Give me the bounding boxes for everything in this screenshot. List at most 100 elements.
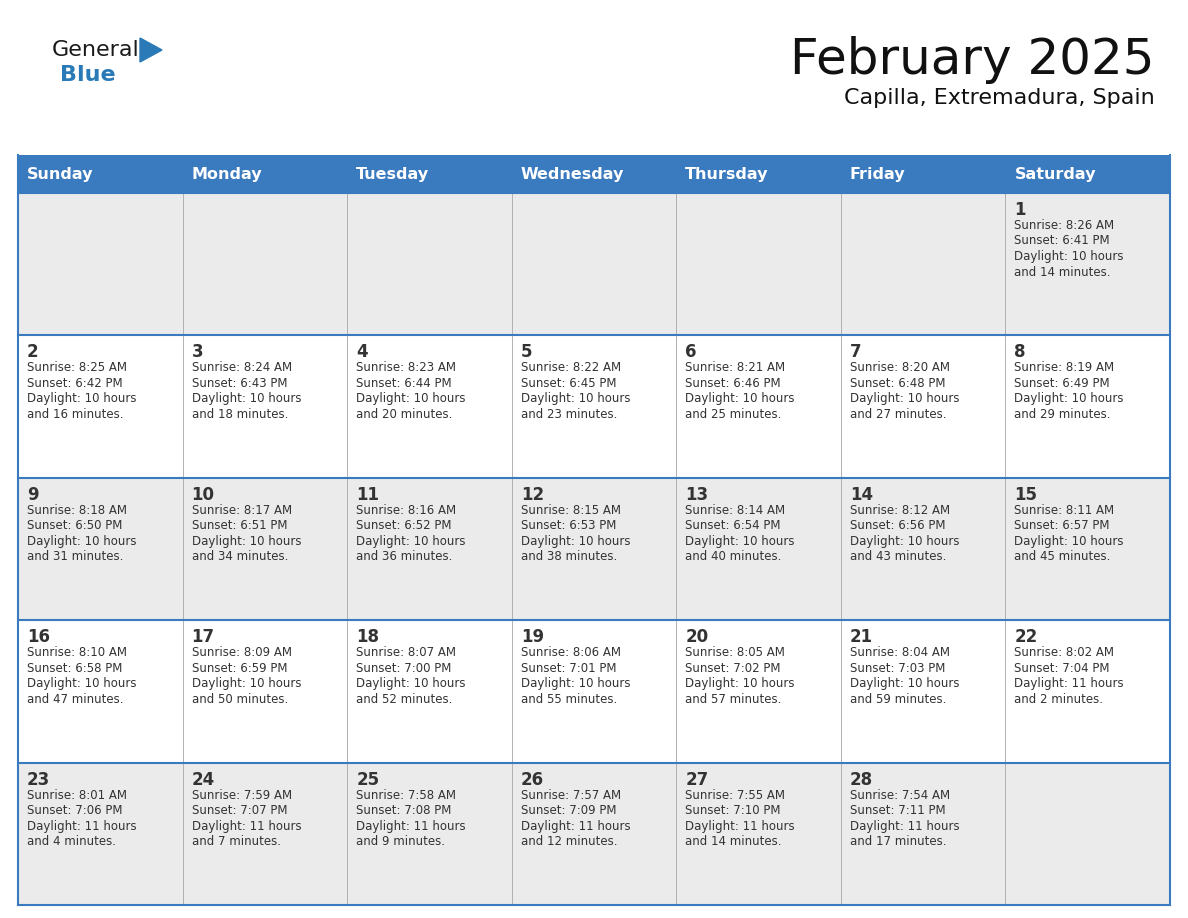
Text: and 2 minutes.: and 2 minutes.: [1015, 693, 1104, 706]
Text: Sunrise: 7:54 AM: Sunrise: 7:54 AM: [849, 789, 950, 801]
Text: Sunrise: 8:06 AM: Sunrise: 8:06 AM: [520, 646, 620, 659]
Bar: [183, 155, 347, 193]
Text: and 7 minutes.: and 7 minutes.: [191, 835, 280, 848]
Text: Daylight: 10 hours: Daylight: 10 hours: [520, 392, 630, 406]
Text: Daylight: 11 hours: Daylight: 11 hours: [27, 820, 137, 833]
Text: Monday: Monday: [191, 166, 263, 182]
Text: Daylight: 10 hours: Daylight: 10 hours: [849, 535, 960, 548]
Text: Daylight: 10 hours: Daylight: 10 hours: [685, 535, 795, 548]
Text: Daylight: 10 hours: Daylight: 10 hours: [520, 677, 630, 690]
Text: Sunset: 7:10 PM: Sunset: 7:10 PM: [685, 804, 781, 817]
Text: and 52 minutes.: and 52 minutes.: [356, 693, 453, 706]
Text: Sunset: 7:02 PM: Sunset: 7:02 PM: [685, 662, 781, 675]
Text: Sunset: 7:03 PM: Sunset: 7:03 PM: [849, 662, 946, 675]
Text: Sunset: 6:57 PM: Sunset: 6:57 PM: [1015, 520, 1110, 532]
Text: 15: 15: [1015, 486, 1037, 504]
Text: 2: 2: [27, 343, 39, 362]
Text: and 34 minutes.: and 34 minutes.: [191, 550, 287, 564]
Text: Sunrise: 8:10 AM: Sunrise: 8:10 AM: [27, 646, 127, 659]
Text: Sunset: 6:52 PM: Sunset: 6:52 PM: [356, 520, 451, 532]
Text: 22: 22: [1015, 628, 1037, 646]
Text: 17: 17: [191, 628, 215, 646]
Text: Capilla, Extremadura, Spain: Capilla, Extremadura, Spain: [845, 88, 1155, 108]
Text: Sunrise: 7:55 AM: Sunrise: 7:55 AM: [685, 789, 785, 801]
Text: 26: 26: [520, 770, 544, 789]
Text: Sunrise: 8:21 AM: Sunrise: 8:21 AM: [685, 362, 785, 375]
Text: Daylight: 10 hours: Daylight: 10 hours: [356, 392, 466, 406]
Text: 3: 3: [191, 343, 203, 362]
Text: Sunset: 6:51 PM: Sunset: 6:51 PM: [191, 520, 287, 532]
Text: 8: 8: [1015, 343, 1026, 362]
Text: Sunrise: 8:17 AM: Sunrise: 8:17 AM: [191, 504, 292, 517]
Text: Sunset: 7:00 PM: Sunset: 7:00 PM: [356, 662, 451, 675]
Text: Sunset: 6:44 PM: Sunset: 6:44 PM: [356, 377, 451, 390]
Text: Thursday: Thursday: [685, 166, 769, 182]
Bar: [512, 155, 676, 193]
Bar: [18, 193, 1170, 335]
Text: and 43 minutes.: and 43 minutes.: [849, 550, 946, 564]
Text: and 4 minutes.: and 4 minutes.: [27, 835, 116, 848]
Text: Sunrise: 8:04 AM: Sunrise: 8:04 AM: [849, 646, 950, 659]
Text: Sunset: 7:09 PM: Sunset: 7:09 PM: [520, 804, 617, 817]
Text: and 9 minutes.: and 9 minutes.: [356, 835, 446, 848]
Bar: [347, 155, 512, 193]
Text: 28: 28: [849, 770, 873, 789]
Text: Sunrise: 8:18 AM: Sunrise: 8:18 AM: [27, 504, 127, 517]
Bar: [18, 155, 183, 193]
Text: Friday: Friday: [849, 166, 905, 182]
Text: Sunrise: 8:19 AM: Sunrise: 8:19 AM: [1015, 362, 1114, 375]
Text: and 57 minutes.: and 57 minutes.: [685, 693, 782, 706]
Text: 9: 9: [27, 486, 39, 504]
Text: Daylight: 10 hours: Daylight: 10 hours: [27, 392, 137, 406]
Text: Sunrise: 8:05 AM: Sunrise: 8:05 AM: [685, 646, 785, 659]
Text: Daylight: 10 hours: Daylight: 10 hours: [191, 535, 301, 548]
Text: Sunrise: 8:20 AM: Sunrise: 8:20 AM: [849, 362, 950, 375]
Text: Daylight: 10 hours: Daylight: 10 hours: [1015, 535, 1124, 548]
Text: Daylight: 11 hours: Daylight: 11 hours: [1015, 677, 1124, 690]
Text: Sunset: 7:04 PM: Sunset: 7:04 PM: [1015, 662, 1110, 675]
Text: 27: 27: [685, 770, 708, 789]
Text: Sunset: 7:06 PM: Sunset: 7:06 PM: [27, 804, 122, 817]
Text: 24: 24: [191, 770, 215, 789]
Text: Daylight: 10 hours: Daylight: 10 hours: [356, 677, 466, 690]
Text: 19: 19: [520, 628, 544, 646]
Text: Daylight: 10 hours: Daylight: 10 hours: [849, 677, 960, 690]
Bar: [1005, 155, 1170, 193]
Text: February 2025: February 2025: [790, 36, 1155, 84]
Text: Blue: Blue: [61, 65, 115, 85]
Text: and 23 minutes.: and 23 minutes.: [520, 408, 617, 420]
Text: Sunrise: 8:26 AM: Sunrise: 8:26 AM: [1015, 219, 1114, 232]
Bar: [841, 155, 1005, 193]
Text: and 27 minutes.: and 27 minutes.: [849, 408, 947, 420]
Text: and 45 minutes.: and 45 minutes.: [1015, 550, 1111, 564]
Text: Sunrise: 7:59 AM: Sunrise: 7:59 AM: [191, 789, 292, 801]
Text: Daylight: 10 hours: Daylight: 10 hours: [849, 392, 960, 406]
Text: Daylight: 11 hours: Daylight: 11 hours: [849, 820, 960, 833]
Text: and 14 minutes.: and 14 minutes.: [1015, 265, 1111, 278]
Text: 14: 14: [849, 486, 873, 504]
Text: and 17 minutes.: and 17 minutes.: [849, 835, 947, 848]
Bar: [18, 335, 1170, 477]
Text: Sunset: 6:43 PM: Sunset: 6:43 PM: [191, 377, 287, 390]
Text: 21: 21: [849, 628, 873, 646]
Text: Daylight: 11 hours: Daylight: 11 hours: [191, 820, 302, 833]
Text: Sunset: 6:53 PM: Sunset: 6:53 PM: [520, 520, 617, 532]
Text: Sunset: 6:49 PM: Sunset: 6:49 PM: [1015, 377, 1110, 390]
Text: Sunrise: 8:23 AM: Sunrise: 8:23 AM: [356, 362, 456, 375]
Text: 23: 23: [27, 770, 50, 789]
Text: Sunset: 6:58 PM: Sunset: 6:58 PM: [27, 662, 122, 675]
Text: 4: 4: [356, 343, 368, 362]
Text: Sunset: 7:08 PM: Sunset: 7:08 PM: [356, 804, 451, 817]
Text: Sunrise: 8:11 AM: Sunrise: 8:11 AM: [1015, 504, 1114, 517]
Text: Sunset: 7:07 PM: Sunset: 7:07 PM: [191, 804, 287, 817]
Text: Sunset: 7:01 PM: Sunset: 7:01 PM: [520, 662, 617, 675]
Text: Sunset: 6:54 PM: Sunset: 6:54 PM: [685, 520, 781, 532]
Text: 12: 12: [520, 486, 544, 504]
Text: Sunrise: 8:09 AM: Sunrise: 8:09 AM: [191, 646, 291, 659]
Text: Daylight: 10 hours: Daylight: 10 hours: [191, 392, 301, 406]
Text: 25: 25: [356, 770, 379, 789]
Text: Wednesday: Wednesday: [520, 166, 624, 182]
Text: Saturday: Saturday: [1015, 166, 1095, 182]
Text: 20: 20: [685, 628, 708, 646]
Text: Sunset: 6:48 PM: Sunset: 6:48 PM: [849, 377, 946, 390]
